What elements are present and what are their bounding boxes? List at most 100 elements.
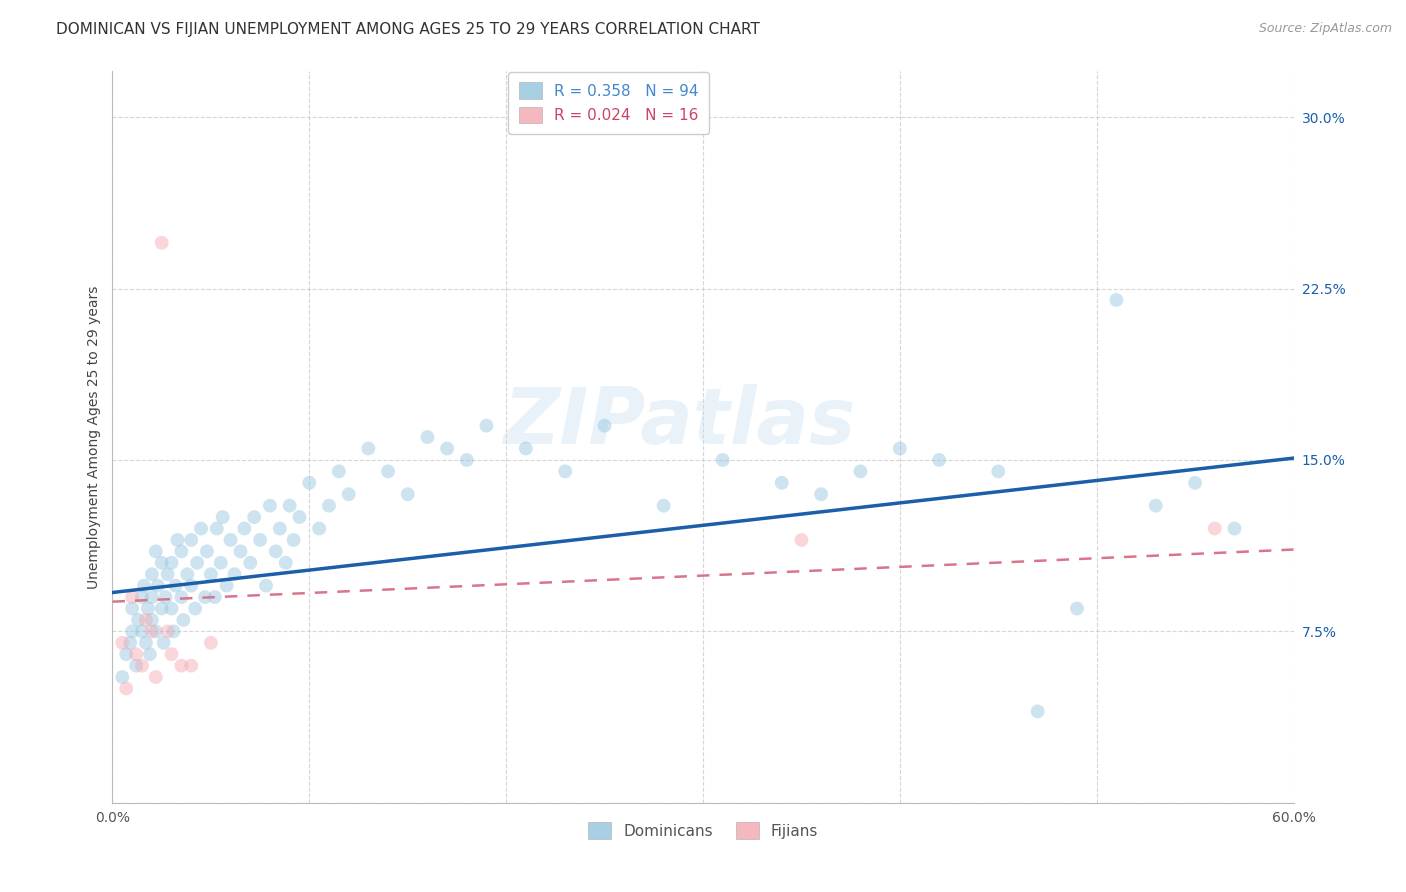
Point <box>121 590 143 604</box>
Point <box>166 533 188 547</box>
Point <box>1066 601 1088 615</box>
Point <box>156 624 179 639</box>
Point <box>155 590 177 604</box>
Point <box>337 487 360 501</box>
Point <box>160 556 183 570</box>
Point <box>928 453 950 467</box>
Point <box>790 533 813 547</box>
Point <box>515 442 537 456</box>
Point <box>152 636 174 650</box>
Point <box>308 521 330 535</box>
Text: Source: ZipAtlas.com: Source: ZipAtlas.com <box>1258 22 1392 36</box>
Point <box>357 442 380 456</box>
Point <box>328 464 350 478</box>
Point <box>254 579 277 593</box>
Point <box>194 590 217 604</box>
Point <box>141 613 163 627</box>
Point <box>243 510 266 524</box>
Point <box>141 590 163 604</box>
Point <box>170 590 193 604</box>
Point <box>172 613 194 627</box>
Point <box>233 521 256 535</box>
Point <box>145 624 167 639</box>
Point <box>436 442 458 456</box>
Point <box>121 624 143 639</box>
Point <box>249 533 271 547</box>
Point <box>162 624 184 639</box>
Point <box>849 464 872 478</box>
Point <box>136 601 159 615</box>
Point <box>211 510 233 524</box>
Point <box>176 567 198 582</box>
Point <box>219 533 242 547</box>
Point <box>180 533 202 547</box>
Point <box>132 579 155 593</box>
Point <box>889 442 911 456</box>
Point <box>377 464 399 478</box>
Point <box>239 556 262 570</box>
Point <box>278 499 301 513</box>
Point <box>1105 293 1128 307</box>
Legend: Dominicans, Fijians: Dominicans, Fijians <box>581 814 825 847</box>
Point <box>131 624 153 639</box>
Point <box>184 601 207 615</box>
Point <box>150 235 173 250</box>
Point <box>125 658 148 673</box>
Point <box>115 647 138 661</box>
Point <box>810 487 832 501</box>
Point <box>456 453 478 467</box>
Point <box>135 613 157 627</box>
Point <box>111 670 134 684</box>
Point <box>180 658 202 673</box>
Point <box>205 521 228 535</box>
Point <box>145 670 167 684</box>
Point <box>146 579 169 593</box>
Point <box>1144 499 1167 513</box>
Point <box>127 613 149 627</box>
Point <box>283 533 305 547</box>
Point <box>209 556 232 570</box>
Point <box>135 636 157 650</box>
Point <box>200 636 222 650</box>
Point <box>416 430 439 444</box>
Point <box>1026 705 1049 719</box>
Point <box>170 544 193 558</box>
Point <box>987 464 1010 478</box>
Point <box>229 544 252 558</box>
Point <box>770 475 793 490</box>
Point <box>475 418 498 433</box>
Point <box>156 567 179 582</box>
Point <box>141 567 163 582</box>
Point <box>195 544 218 558</box>
Point <box>150 601 173 615</box>
Point <box>120 636 142 650</box>
Point <box>160 647 183 661</box>
Text: ZIPatlas: ZIPatlas <box>503 384 855 460</box>
Point <box>150 556 173 570</box>
Point <box>215 579 238 593</box>
Point <box>288 510 311 524</box>
Point <box>200 567 222 582</box>
Point <box>131 590 153 604</box>
Point <box>318 499 340 513</box>
Point <box>141 624 163 639</box>
Point <box>274 556 297 570</box>
Point <box>125 647 148 661</box>
Point <box>1223 521 1246 535</box>
Point <box>264 544 287 558</box>
Point <box>593 418 616 433</box>
Point <box>131 658 153 673</box>
Text: DOMINICAN VS FIJIAN UNEMPLOYMENT AMONG AGES 25 TO 29 YEARS CORRELATION CHART: DOMINICAN VS FIJIAN UNEMPLOYMENT AMONG A… <box>56 22 761 37</box>
Point <box>186 556 208 570</box>
Point <box>111 636 134 650</box>
Y-axis label: Unemployment Among Ages 25 to 29 years: Unemployment Among Ages 25 to 29 years <box>87 285 101 589</box>
Point <box>139 647 162 661</box>
Point <box>165 579 187 593</box>
Point <box>1184 475 1206 490</box>
Point <box>145 544 167 558</box>
Point <box>259 499 281 513</box>
Point <box>115 681 138 696</box>
Point <box>121 601 143 615</box>
Point <box>269 521 291 535</box>
Point <box>554 464 576 478</box>
